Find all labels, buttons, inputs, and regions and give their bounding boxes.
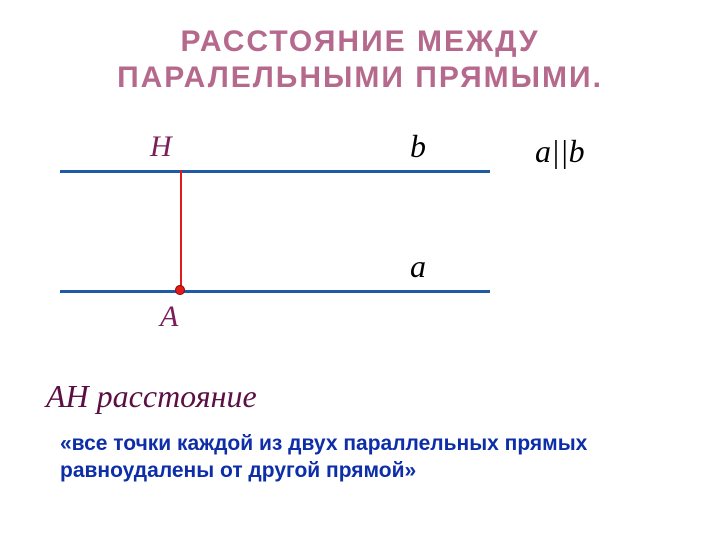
relation-label: а||b	[535, 133, 585, 170]
line-b	[60, 170, 490, 173]
slide: РАССТОЯНИЕ МЕЖДУ ПАРАЛЕЛЬНЫМИ ПРЯМЫМИ. Н…	[0, 0, 720, 540]
title-line2: ПАРАЛЕЛЬНЫМИ ПРЯМЫМИ.	[117, 61, 603, 94]
point-A	[175, 285, 185, 295]
statement-text: АН расстояние	[46, 378, 257, 415]
segment-AH	[180, 170, 182, 290]
title-line1: РАССТОЯНИЕ МЕЖДУ	[180, 25, 539, 58]
slide-title: РАССТОЯНИЕ МЕЖДУ ПАРАЛЕЛЬНЫМИ ПРЯМЫМИ.	[0, 24, 720, 96]
label-b: b	[410, 128, 426, 165]
line-a	[60, 290, 490, 293]
label-H: Н	[150, 130, 172, 164]
label-A: А	[160, 300, 178, 334]
label-a: a	[410, 248, 426, 285]
quote-text: «все точки каждой из двух параллельных п…	[60, 430, 620, 485]
diagram: Н А b a	[60, 120, 490, 340]
